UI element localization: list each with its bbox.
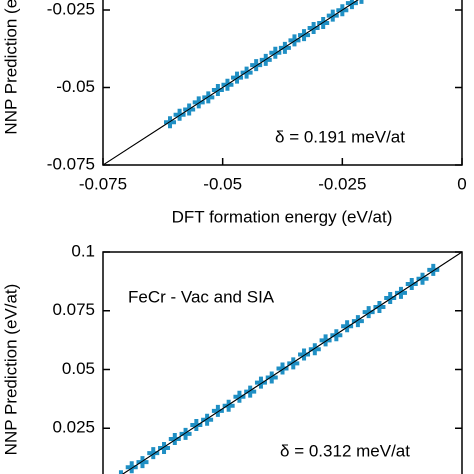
data-point — [222, 399, 235, 412]
data-point — [317, 17, 330, 30]
data-point — [269, 46, 282, 59]
data-point — [211, 83, 224, 96]
data-point — [168, 433, 181, 446]
data-point — [244, 385, 257, 398]
x-tick-label: -0.05 — [203, 174, 242, 193]
y-tick-label: -0.025 — [47, 0, 95, 18]
data-point — [202, 91, 215, 104]
data-point — [173, 108, 186, 121]
data-point — [288, 34, 301, 47]
data-point — [254, 376, 267, 389]
y-tick-label: -0.075 — [47, 154, 95, 173]
data-point — [341, 320, 354, 333]
data-point — [231, 71, 244, 84]
data-point — [373, 300, 386, 313]
y-tick-label: 0.1 — [71, 241, 95, 260]
data-point — [125, 461, 138, 474]
x-tick-label: -0.025 — [318, 174, 366, 193]
data-point — [250, 59, 263, 72]
x-tick-label: -0.075 — [79, 174, 127, 193]
data-point — [362, 306, 375, 319]
y-axis-label: NNP Prediction (eV/at) — [1, 284, 20, 456]
plot-frame — [102, 0, 463, 166]
y-axis-label: NNP Prediction (eV/at) — [1, 0, 20, 135]
data-point — [326, 9, 339, 22]
y-tick-label: 0.025 — [52, 418, 95, 437]
data-point — [345, 0, 358, 10]
data-point — [164, 116, 177, 129]
data-point — [147, 447, 160, 460]
y-tick-label: 0.075 — [52, 300, 95, 319]
data-point — [136, 456, 149, 469]
data-point — [394, 286, 407, 299]
data-point — [359, 0, 364, 4]
data-point — [240, 66, 253, 79]
data-point — [405, 277, 418, 290]
data-point — [233, 390, 246, 403]
data-point — [330, 329, 343, 342]
data-point — [351, 315, 364, 328]
data-point — [201, 413, 214, 426]
data-point — [190, 418, 203, 431]
x-axis-label: DFT formation energy (eV/at) — [172, 207, 393, 226]
data-point — [416, 272, 429, 285]
data-point — [158, 441, 171, 454]
data-point — [307, 21, 320, 34]
x-tick-label: 0 — [457, 174, 466, 193]
data-point — [278, 41, 291, 54]
data-point — [287, 357, 300, 370]
annotation: FeCr - Vac and SIA — [128, 287, 275, 306]
data-point — [427, 263, 440, 276]
data-point — [276, 362, 289, 375]
data-point — [118, 470, 123, 474]
parity-line — [102, 0, 359, 166]
data-point — [384, 292, 397, 305]
y-tick-label: -0.05 — [56, 77, 95, 96]
data-point — [319, 334, 332, 347]
annotation: δ = 0.191 meV/at — [275, 127, 405, 146]
y-tick-label: 0.05 — [62, 359, 95, 378]
data-point — [308, 343, 321, 356]
data-point — [298, 348, 311, 361]
data-point — [211, 404, 224, 417]
data-point — [192, 96, 205, 109]
data-point — [179, 427, 192, 440]
annotation: δ = 0.312 meV/at — [280, 441, 410, 460]
parity-line — [121, 251, 463, 474]
data-point — [265, 371, 278, 384]
